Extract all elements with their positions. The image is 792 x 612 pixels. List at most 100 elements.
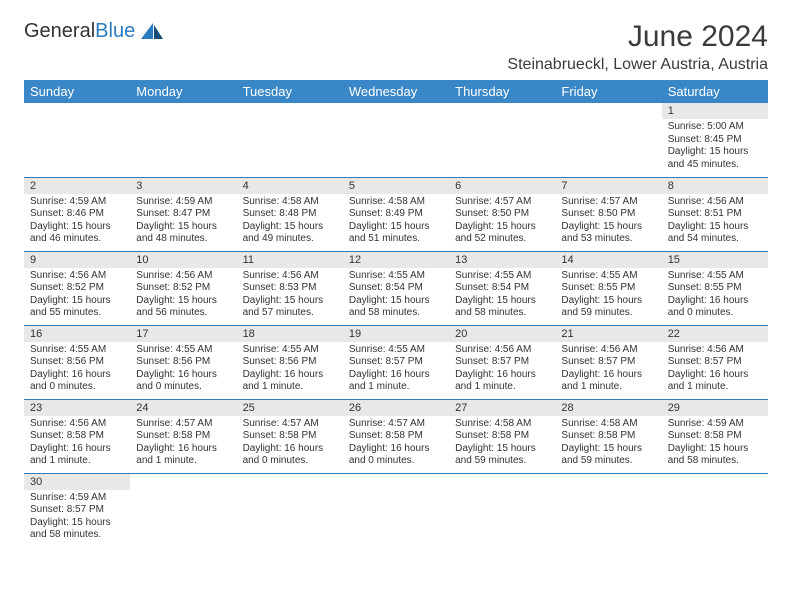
daylight-text: Daylight: 16 hours and 0 minutes. xyxy=(136,369,230,394)
sunset-text: Sunset: 8:56 PM xyxy=(243,356,337,369)
sunrise-text: Sunrise: 4:55 AM xyxy=(668,270,762,283)
sunrise-text: Sunrise: 4:59 AM xyxy=(30,196,124,209)
day-cell xyxy=(343,103,449,177)
daylight-text: Daylight: 16 hours and 1 minute. xyxy=(30,443,124,468)
sunset-text: Sunset: 8:55 PM xyxy=(668,282,762,295)
sunset-text: Sunset: 8:56 PM xyxy=(30,356,124,369)
sunrise-text: Sunrise: 4:55 AM xyxy=(561,270,655,283)
week-row: 23Sunrise: 4:56 AMSunset: 8:58 PMDayligh… xyxy=(24,399,768,473)
sunset-text: Sunset: 8:52 PM xyxy=(30,282,124,295)
weekday-wednesday: Wednesday xyxy=(343,80,449,103)
daylight-text: Daylight: 15 hours and 45 minutes. xyxy=(668,146,762,171)
day-details: Sunrise: 4:56 AMSunset: 8:58 PMDaylight:… xyxy=(24,416,130,472)
day-cell: 24Sunrise: 4:57 AMSunset: 8:58 PMDayligh… xyxy=(130,399,236,473)
sunset-text: Sunset: 8:58 PM xyxy=(30,430,124,443)
sunset-text: Sunset: 8:48 PM xyxy=(243,208,337,221)
sail-icon xyxy=(139,21,165,43)
sunrise-text: Sunrise: 4:56 AM xyxy=(30,270,124,283)
day-cell: 6Sunrise: 4:57 AMSunset: 8:50 PMDaylight… xyxy=(449,177,555,251)
day-cell: 1Sunrise: 5:00 AMSunset: 8:45 PMDaylight… xyxy=(662,103,768,177)
daylight-text: Daylight: 15 hours and 59 minutes. xyxy=(561,295,655,320)
day-number: 21 xyxy=(555,326,661,342)
day-cell xyxy=(237,473,343,547)
day-cell xyxy=(237,103,343,177)
day-details: Sunrise: 4:57 AMSunset: 8:50 PMDaylight:… xyxy=(555,194,661,250)
daylight-text: Daylight: 15 hours and 59 minutes. xyxy=(455,443,549,468)
day-details: Sunrise: 4:55 AMSunset: 8:57 PMDaylight:… xyxy=(343,342,449,398)
day-cell xyxy=(24,103,130,177)
day-cell: 23Sunrise: 4:56 AMSunset: 8:58 PMDayligh… xyxy=(24,399,130,473)
sunrise-text: Sunrise: 4:57 AM xyxy=(243,418,337,431)
sunrise-text: Sunrise: 4:59 AM xyxy=(136,196,230,209)
day-cell: 14Sunrise: 4:55 AMSunset: 8:55 PMDayligh… xyxy=(555,251,661,325)
day-details: Sunrise: 4:56 AMSunset: 8:57 PMDaylight:… xyxy=(449,342,555,398)
day-details: Sunrise: 4:58 AMSunset: 8:49 PMDaylight:… xyxy=(343,194,449,250)
day-number: 18 xyxy=(237,326,343,342)
day-cell xyxy=(449,103,555,177)
day-number: 27 xyxy=(449,400,555,416)
day-number: 3 xyxy=(130,178,236,194)
day-number: 20 xyxy=(449,326,555,342)
weekday-thursday: Thursday xyxy=(449,80,555,103)
day-cell: 18 Sunrise: 4:55 AMSunset: 8:56 PMDayligh… xyxy=(237,325,343,399)
day-details: Sunrise: 5:00 AMSunset: 8:45 PMDaylight:… xyxy=(662,119,768,175)
daylight-text: Daylight: 16 hours and 1 minute. xyxy=(136,443,230,468)
brand-logo: GeneralBlue xyxy=(24,20,165,43)
daylight-text: Daylight: 16 hours and 0 minutes. xyxy=(349,443,443,468)
daylight-text: Daylight: 16 hours and 0 minutes. xyxy=(243,443,337,468)
day-cell: 19Sunrise: 4:55 AMSunset: 8:57 PMDayligh… xyxy=(343,325,449,399)
sunset-text: Sunset: 8:54 PM xyxy=(349,282,443,295)
sunset-text: Sunset: 8:58 PM xyxy=(243,430,337,443)
daylight-text: Daylight: 15 hours and 54 minutes. xyxy=(668,221,762,246)
sunrise-text: Sunrise: 4:59 AM xyxy=(668,418,762,431)
daylight-text: Daylight: 15 hours and 49 minutes. xyxy=(243,221,337,246)
day-cell xyxy=(130,473,236,547)
sunset-text: Sunset: 8:49 PM xyxy=(349,208,443,221)
day-number: 14 xyxy=(555,252,661,268)
weekday-friday: Friday xyxy=(555,80,661,103)
sunrise-text: Sunrise: 5:00 AM xyxy=(668,121,762,134)
sunrise-text: Sunrise: 4:56 AM xyxy=(30,418,124,431)
day-cell: 26Sunrise: 4:57 AMSunset: 8:58 PMDayligh… xyxy=(343,399,449,473)
day-cell: 20Sunrise: 4:56 AMSunset: 8:57 PMDayligh… xyxy=(449,325,555,399)
daylight-text: Daylight: 16 hours and 0 minutes. xyxy=(668,295,762,320)
sunset-text: Sunset: 8:58 PM xyxy=(349,430,443,443)
daylight-text: Daylight: 15 hours and 58 minutes. xyxy=(668,443,762,468)
sunrise-text: Sunrise: 4:55 AM xyxy=(349,270,443,283)
daylight-text: Daylight: 15 hours and 48 minutes. xyxy=(136,221,230,246)
day-number: 30 xyxy=(24,474,130,490)
day-number: 16 xyxy=(24,326,130,342)
day-cell: 30Sunrise: 4:59 AMSunset: 8:57 PMDayligh… xyxy=(24,473,130,547)
day-cell xyxy=(555,103,661,177)
day-cell: 21Sunrise: 4:56 AMSunset: 8:57 PMDayligh… xyxy=(555,325,661,399)
day-cell: 17Sunrise: 4:55 AMSunset: 8:56 PMDayligh… xyxy=(130,325,236,399)
sunset-text: Sunset: 8:58 PM xyxy=(668,430,762,443)
sunrise-text: Sunrise: 4:56 AM xyxy=(561,344,655,357)
sunset-text: Sunset: 8:53 PM xyxy=(243,282,337,295)
daylight-text: Daylight: 16 hours and 1 minute. xyxy=(243,369,337,394)
sunrise-text: Sunrise: 4:55 AM xyxy=(30,344,124,357)
day-details: Sunrise: 4:59 AMSunset: 8:57 PMDaylight:… xyxy=(24,490,130,546)
day-cell: 4Sunrise: 4:58 AMSunset: 8:48 PMDaylight… xyxy=(237,177,343,251)
daylight-text: Daylight: 16 hours and 1 minute. xyxy=(349,369,443,394)
sunset-text: Sunset: 8:51 PM xyxy=(668,208,762,221)
day-number: 12 xyxy=(343,252,449,268)
sunrise-text: Sunrise: 4:56 AM xyxy=(136,270,230,283)
week-row: 9Sunrise: 4:56 AMSunset: 8:52 PMDaylight… xyxy=(24,251,768,325)
calendar-body: 1Sunrise: 5:00 AMSunset: 8:45 PMDaylight… xyxy=(24,103,768,547)
sunrise-text: Sunrise: 4:56 AM xyxy=(243,270,337,283)
week-row: 16Sunrise: 4:55 AMSunset: 8:56 PMDayligh… xyxy=(24,325,768,399)
day-number: 8 xyxy=(662,178,768,194)
week-row: 30Sunrise: 4:59 AMSunset: 8:57 PMDayligh… xyxy=(24,473,768,547)
sunset-text: Sunset: 8:46 PM xyxy=(30,208,124,221)
daylight-text: Daylight: 15 hours and 53 minutes. xyxy=(561,221,655,246)
sunset-text: Sunset: 8:57 PM xyxy=(561,356,655,369)
sunrise-text: Sunrise: 4:55 AM xyxy=(243,344,337,357)
day-cell: 13Sunrise: 4:55 AMSunset: 8:54 PMDayligh… xyxy=(449,251,555,325)
day-number: 24 xyxy=(130,400,236,416)
day-number: 29 xyxy=(662,400,768,416)
daylight-text: Daylight: 15 hours and 58 minutes. xyxy=(455,295,549,320)
day-details: Sunrise: 4:59 AMSunset: 8:58 PMDaylight:… xyxy=(662,416,768,472)
day-cell: 25Sunrise: 4:57 AMSunset: 8:58 PMDayligh… xyxy=(237,399,343,473)
day-cell xyxy=(343,473,449,547)
